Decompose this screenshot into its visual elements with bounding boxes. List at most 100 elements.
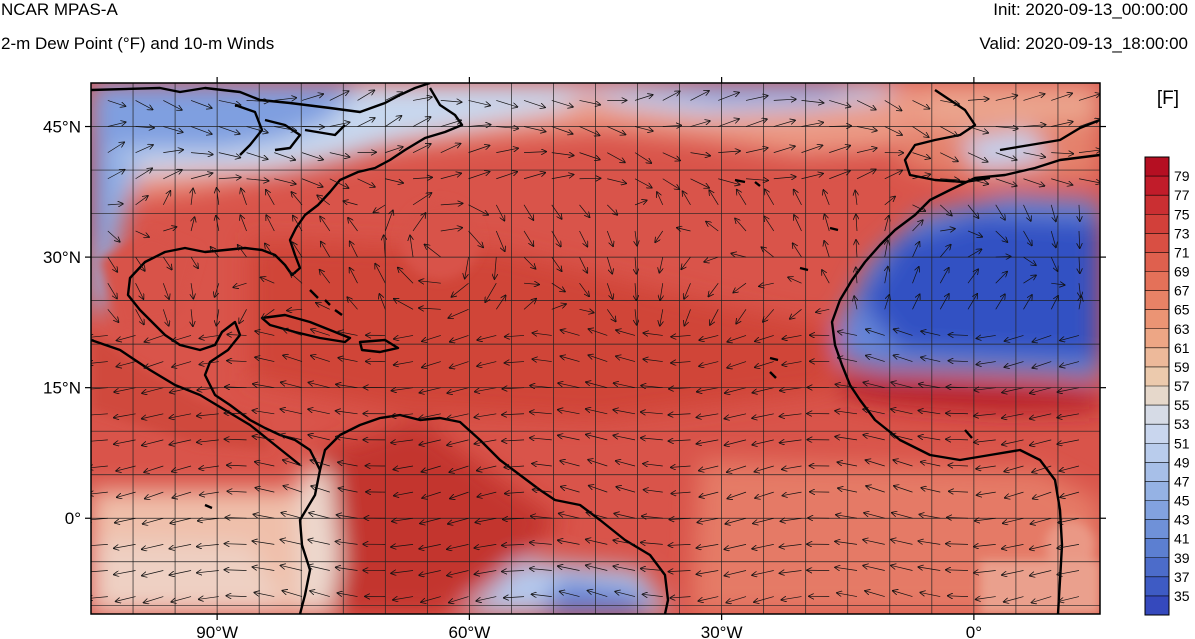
wind-arrow bbox=[502, 414, 525, 415]
wind-arrow bbox=[162, 283, 169, 299]
coast-europe bbox=[903, 89, 1100, 184]
wind-arrow bbox=[949, 491, 969, 492]
wind-arrow bbox=[1050, 256, 1057, 271]
wind-arrow bbox=[107, 100, 125, 106]
wind-arrow bbox=[282, 591, 303, 597]
wind-arrow bbox=[1060, 335, 1080, 340]
wind-arrow bbox=[659, 257, 662, 272]
wind-arrow bbox=[142, 387, 164, 394]
wind-arrow bbox=[190, 173, 212, 180]
wind-arrow bbox=[856, 267, 857, 284]
wind-arrow bbox=[290, 273, 303, 284]
wind-arrow bbox=[697, 413, 719, 418]
wind-arrow bbox=[145, 491, 164, 498]
wind-arrow bbox=[385, 178, 403, 183]
wind-arrow bbox=[773, 146, 795, 153]
wind-arrow bbox=[384, 235, 386, 258]
wind-arrow bbox=[344, 201, 358, 205]
wind-arrow bbox=[671, 466, 691, 467]
colorbar-label: 73 bbox=[1174, 225, 1190, 241]
wind-arrow bbox=[144, 596, 164, 603]
wind-arrow bbox=[946, 387, 969, 388]
wind-vectors bbox=[91, 90, 1100, 603]
lon-tick-label: 30°W bbox=[701, 623, 743, 639]
colorbar-swatch bbox=[1145, 595, 1169, 616]
wind-arrow bbox=[864, 513, 885, 519]
wind-arrow bbox=[635, 283, 636, 300]
wind-arrow bbox=[606, 230, 613, 246]
wind-arrow bbox=[606, 256, 612, 273]
wind-arrow bbox=[1078, 119, 1100, 127]
wind-arrow bbox=[995, 152, 1017, 160]
wind-arrow bbox=[1050, 296, 1058, 310]
wind-arrow bbox=[660, 283, 663, 300]
wind-arrow bbox=[413, 177, 432, 178]
wind-arrow bbox=[1050, 230, 1056, 247]
wind-arrow bbox=[216, 216, 219, 232]
wind-arrow bbox=[308, 566, 330, 571]
wind-arrow bbox=[197, 570, 219, 572]
wind-arrow bbox=[385, 147, 402, 153]
wind-arrow bbox=[533, 490, 552, 493]
wind-arrow bbox=[657, 192, 664, 206]
wind-arrow bbox=[301, 178, 322, 187]
wind-arrow bbox=[835, 567, 858, 570]
wind-arrow bbox=[725, 413, 747, 419]
wind-arrow bbox=[856, 148, 877, 153]
wind-arrow bbox=[613, 410, 636, 415]
wind-arrow bbox=[114, 439, 136, 444]
wind-arrow bbox=[835, 541, 858, 544]
wind-arrow bbox=[502, 570, 525, 571]
wind-arrow bbox=[440, 120, 461, 127]
wind-arrow bbox=[1057, 544, 1080, 548]
colorbar-swatch bbox=[1145, 328, 1169, 349]
wind-arrow bbox=[1079, 283, 1081, 297]
colorbar-swatch bbox=[1145, 519, 1169, 540]
wind-arrow bbox=[291, 192, 303, 206]
wind-arrow bbox=[281, 540, 303, 545]
wind-arrow bbox=[532, 594, 552, 596]
wind-arrow bbox=[339, 488, 358, 493]
wind-arrow bbox=[419, 544, 441, 549]
colorbar-swatch bbox=[1145, 557, 1169, 578]
wind-arrow bbox=[634, 152, 651, 163]
wind-arrow bbox=[690, 91, 709, 101]
colorbar-swatch bbox=[1145, 233, 1169, 253]
wind-arrow bbox=[255, 357, 275, 362]
wind-arrow bbox=[1030, 439, 1052, 445]
wind-arrow bbox=[301, 152, 323, 160]
wind-arrow bbox=[885, 267, 888, 284]
wind-arrow bbox=[385, 116, 401, 127]
wind-arrow bbox=[939, 245, 950, 258]
colorbar-label: 39 bbox=[1174, 550, 1190, 566]
wind-arrow bbox=[753, 387, 774, 393]
wind-arrow bbox=[329, 152, 350, 157]
wind-arrow bbox=[560, 592, 580, 597]
wind-arrow bbox=[560, 461, 580, 467]
wind-arrow bbox=[1002, 387, 1024, 393]
wind-arrow bbox=[781, 518, 802, 521]
wind-arrow bbox=[1051, 153, 1073, 154]
wind-arrow bbox=[644, 333, 663, 335]
wind-arrow bbox=[641, 569, 663, 571]
wind-arrow bbox=[718, 178, 739, 185]
wind-arrow bbox=[697, 387, 719, 392]
wind-arrow bbox=[163, 256, 171, 269]
wind-arrow bbox=[725, 387, 747, 393]
wind-arrow bbox=[885, 240, 888, 258]
wind-arrow bbox=[995, 256, 1011, 257]
wind-arrow bbox=[190, 256, 198, 268]
wind-arrow bbox=[311, 460, 330, 467]
wind-arrow bbox=[1051, 122, 1072, 127]
wind-arrow bbox=[1023, 125, 1045, 127]
wind-arrow bbox=[450, 361, 469, 368]
wind-arrow bbox=[745, 119, 767, 127]
wind-arrow bbox=[505, 492, 525, 493]
colorbar-label: 57 bbox=[1174, 378, 1190, 394]
wind-arrow bbox=[225, 387, 247, 388]
wind-arrow bbox=[940, 100, 959, 104]
wind-arrow bbox=[199, 597, 219, 600]
wind-arrow bbox=[586, 435, 608, 441]
coast-bahamas bbox=[309, 289, 343, 316]
wind-arrow bbox=[392, 518, 414, 521]
